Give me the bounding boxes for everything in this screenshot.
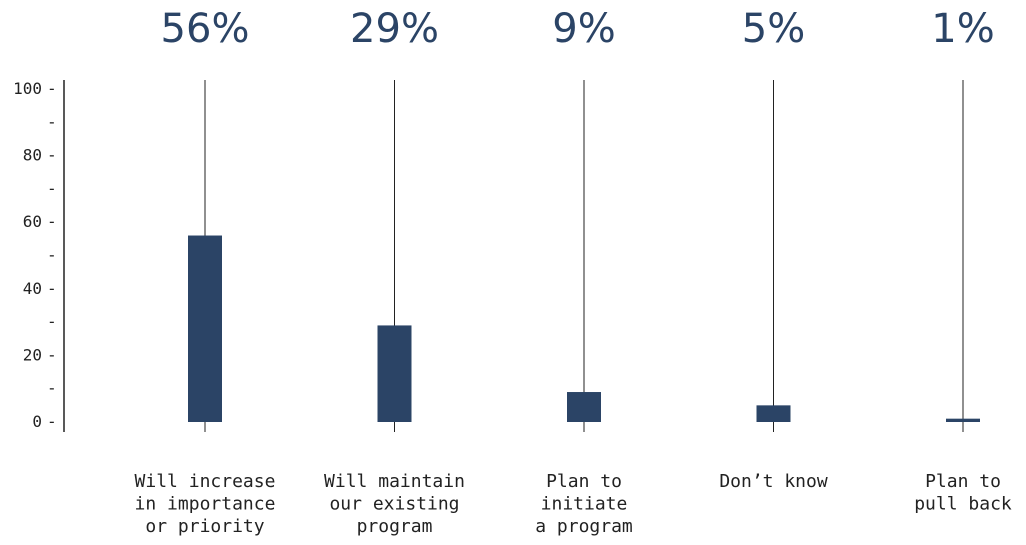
category-label: pull back bbox=[914, 494, 1012, 515]
value-label: 56% bbox=[161, 6, 250, 52]
bar bbox=[567, 392, 601, 422]
bar bbox=[377, 325, 412, 422]
bars bbox=[188, 235, 980, 422]
value-label: 5% bbox=[742, 6, 805, 52]
y-minor-tick-mark: - bbox=[47, 379, 57, 398]
category-label: Will increase bbox=[135, 471, 276, 492]
y-minor-tick-mark: - bbox=[47, 312, 57, 331]
y-tick-mark: - bbox=[47, 212, 57, 231]
category-stems bbox=[204, 80, 964, 432]
y-tick-mark: - bbox=[47, 412, 57, 431]
y-tick-mark: - bbox=[47, 146, 57, 165]
value-label: 1% bbox=[931, 6, 994, 52]
category-label: Will maintain bbox=[324, 471, 465, 492]
category-label: Plan to bbox=[546, 471, 622, 492]
y-axis-ticks: 0 --20 --40 --60 --80 --100- bbox=[13, 79, 57, 431]
value-label: 9% bbox=[552, 6, 615, 52]
y-tick-label: 100 bbox=[13, 79, 42, 98]
category-label: initiate bbox=[541, 494, 628, 515]
y-tick-mark: - bbox=[47, 279, 57, 298]
y-tick-label: 20 bbox=[23, 345, 42, 364]
y-tick-label: 40 bbox=[23, 279, 42, 298]
y-tick-label: 80 bbox=[23, 146, 42, 165]
category-label: Don’t know bbox=[719, 471, 828, 492]
y-minor-tick-mark: - bbox=[47, 179, 57, 198]
category-label: our existing bbox=[329, 494, 459, 515]
y-minor-tick-mark: - bbox=[47, 246, 57, 265]
y-tick-label: 0 bbox=[32, 412, 42, 431]
value-label: 29% bbox=[350, 6, 439, 52]
bar bbox=[946, 418, 980, 422]
category-label: a program bbox=[535, 516, 633, 537]
category-label: program bbox=[357, 516, 433, 537]
category-label: Plan to bbox=[925, 471, 1001, 492]
bar bbox=[188, 235, 222, 422]
y-tick-mark: - bbox=[47, 79, 57, 98]
bar bbox=[756, 405, 791, 422]
value-labels: 56% 29% 9% 5% 1% bbox=[161, 6, 995, 52]
y-tick-mark: - bbox=[47, 345, 57, 364]
category-label: or priority bbox=[145, 516, 264, 537]
y-tick-label: 60 bbox=[23, 212, 42, 231]
y-minor-tick-mark: - bbox=[47, 112, 57, 131]
category-label: in importance bbox=[135, 494, 276, 515]
